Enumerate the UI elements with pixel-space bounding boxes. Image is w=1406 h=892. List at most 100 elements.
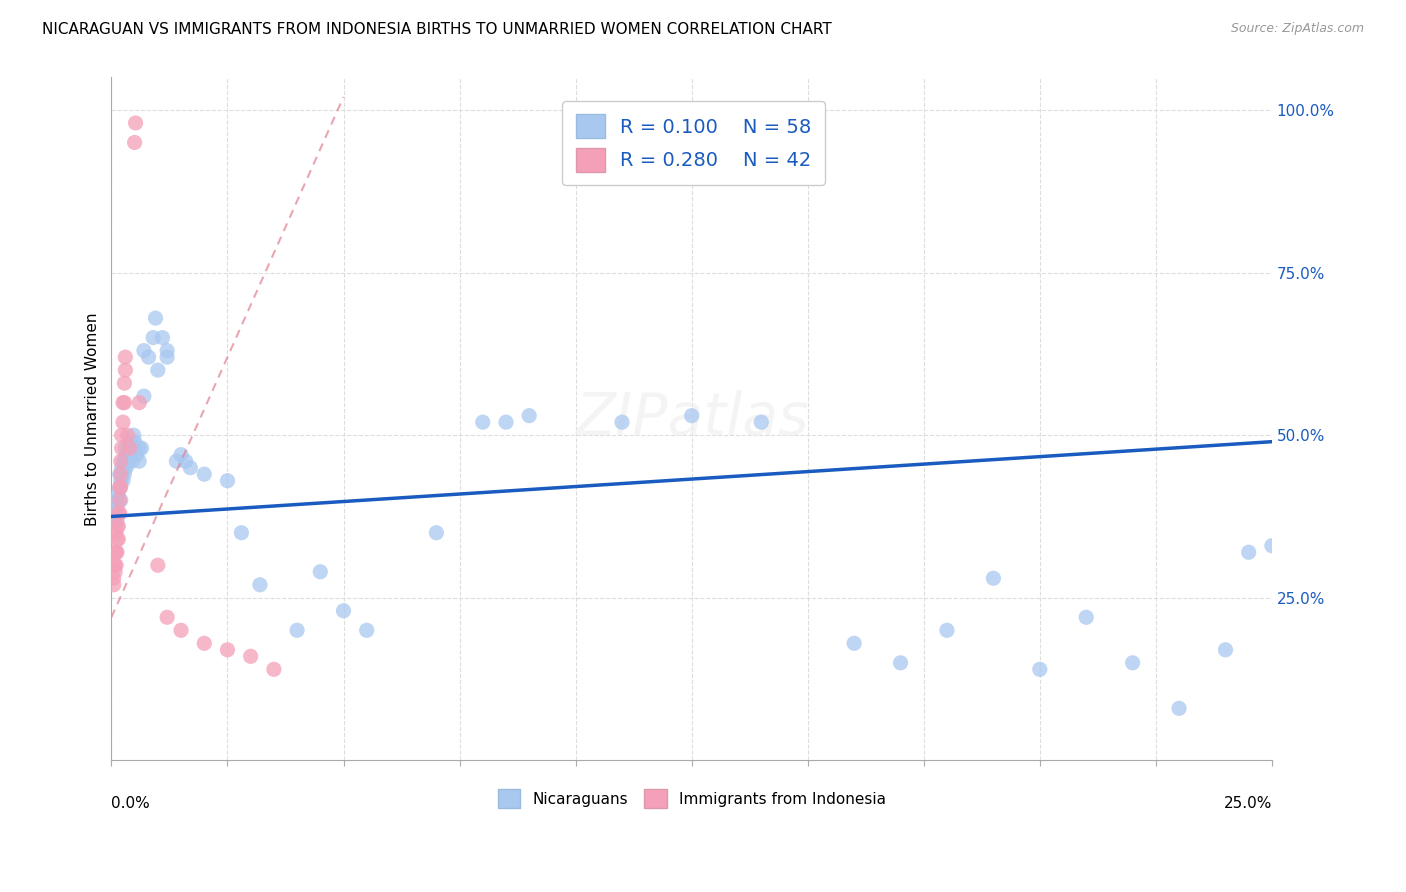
Point	[124, 136, 146, 150]
Point	[332, 604, 354, 618]
Point	[105, 519, 128, 533]
Point	[111, 441, 134, 455]
Point	[105, 558, 128, 573]
Point	[239, 649, 262, 664]
Point	[1029, 662, 1052, 676]
Point	[124, 116, 146, 130]
Point	[1237, 545, 1260, 559]
Point	[110, 480, 132, 494]
Point	[681, 409, 703, 423]
Point	[983, 571, 1005, 585]
Point	[152, 330, 174, 344]
Point	[118, 434, 141, 449]
Point	[104, 506, 127, 520]
Point	[107, 486, 129, 500]
Point	[138, 350, 160, 364]
Point	[249, 578, 271, 592]
Point	[131, 441, 153, 455]
Point	[104, 545, 127, 559]
Point	[118, 441, 141, 455]
Point	[112, 376, 135, 391]
Point	[132, 389, 155, 403]
Point	[103, 558, 125, 573]
Point	[103, 571, 125, 585]
Point	[117, 428, 139, 442]
Point	[110, 493, 132, 508]
Point	[108, 480, 131, 494]
Point	[118, 441, 141, 455]
Point	[309, 565, 332, 579]
Point	[495, 415, 517, 429]
Y-axis label: Births to Unmarried Women: Births to Unmarried Women	[86, 312, 100, 525]
Point	[111, 415, 134, 429]
Point	[1261, 539, 1284, 553]
Point	[610, 415, 633, 429]
Point	[111, 460, 134, 475]
Point	[471, 415, 494, 429]
Point	[107, 519, 129, 533]
Point	[1215, 642, 1237, 657]
Text: ZIPatlas: ZIPatlas	[575, 391, 808, 448]
Point	[936, 624, 959, 638]
Point	[105, 513, 128, 527]
Text: 0.0%: 0.0%	[111, 797, 150, 811]
Point	[121, 448, 143, 462]
Point	[124, 441, 146, 455]
Point	[122, 428, 145, 442]
Legend: Nicaraguans, Immigrants from Indonesia: Nicaraguans, Immigrants from Indonesia	[492, 783, 891, 814]
Point	[107, 533, 129, 547]
Point	[125, 448, 148, 462]
Point	[749, 415, 772, 429]
Point	[146, 363, 169, 377]
Point	[842, 636, 865, 650]
Point	[105, 506, 128, 520]
Point	[174, 454, 197, 468]
Point	[108, 480, 131, 494]
Point	[103, 578, 125, 592]
Point	[146, 558, 169, 573]
Point	[217, 642, 239, 657]
Point	[108, 467, 131, 482]
Point	[889, 656, 911, 670]
Point	[107, 493, 129, 508]
Point	[128, 395, 150, 409]
Point	[105, 493, 128, 508]
Point	[112, 467, 135, 482]
Point	[156, 350, 179, 364]
Point	[107, 506, 129, 520]
Point	[112, 395, 135, 409]
Point	[117, 448, 139, 462]
Point	[105, 500, 128, 514]
Point	[124, 434, 146, 449]
Point	[108, 493, 131, 508]
Point	[179, 460, 201, 475]
Point	[285, 624, 308, 638]
Point	[145, 311, 167, 326]
Point	[231, 525, 253, 540]
Point	[193, 467, 215, 482]
Point	[110, 467, 132, 482]
Point	[128, 454, 150, 468]
Point	[110, 474, 132, 488]
Point	[156, 343, 179, 358]
Point	[115, 448, 138, 462]
Point	[356, 624, 378, 638]
Point	[1168, 701, 1191, 715]
Point	[111, 395, 134, 409]
Point	[193, 636, 215, 650]
Point	[156, 610, 179, 624]
Point	[425, 525, 447, 540]
Point	[114, 363, 136, 377]
Point	[165, 454, 187, 468]
Point	[120, 441, 142, 455]
Point	[114, 454, 136, 468]
Point	[121, 454, 143, 468]
Point	[111, 428, 134, 442]
Point	[128, 441, 150, 455]
Point	[111, 467, 134, 482]
Point	[170, 448, 193, 462]
Point	[217, 474, 239, 488]
Text: Source: ZipAtlas.com: Source: ZipAtlas.com	[1230, 22, 1364, 36]
Point	[105, 525, 128, 540]
Point	[1076, 610, 1098, 624]
